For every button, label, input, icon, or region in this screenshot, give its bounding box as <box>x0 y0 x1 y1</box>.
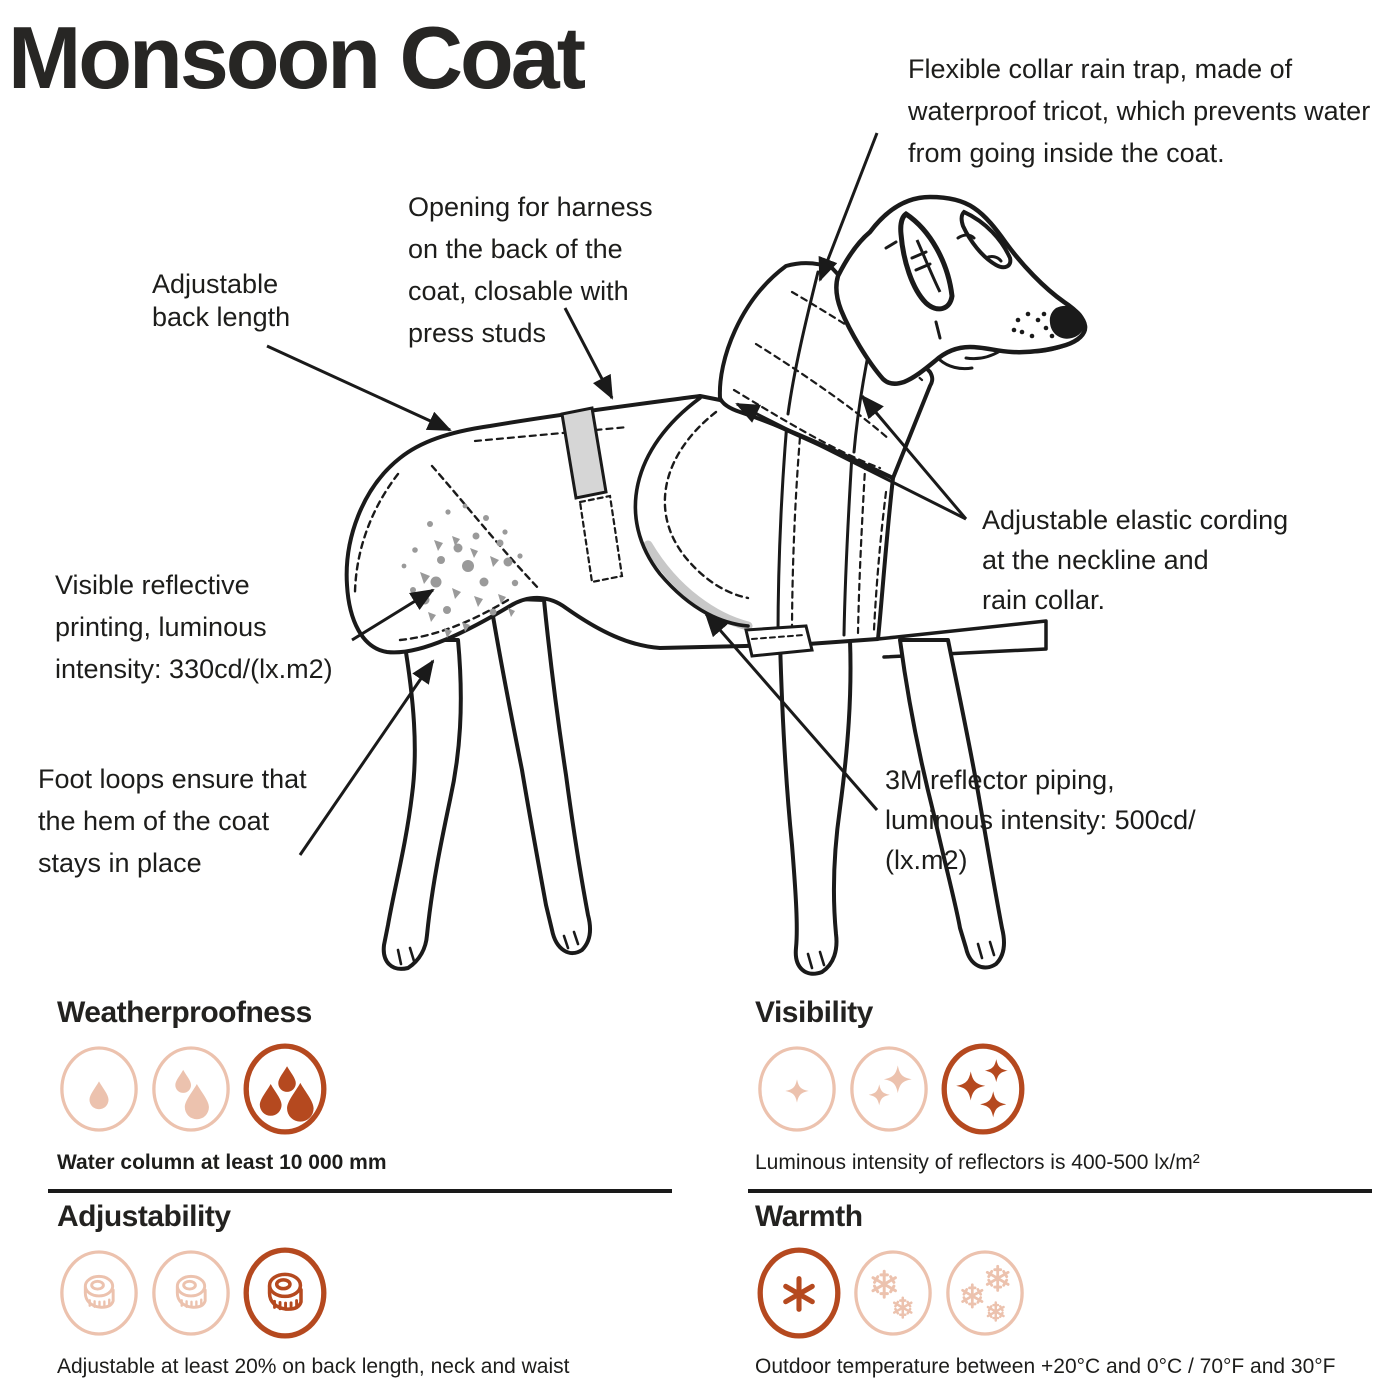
feature-caption: Water column at least 10 000 mm <box>57 1151 387 1174</box>
coat-seams <box>353 388 888 658</box>
arrow-reflective-printing <box>351 588 435 642</box>
foot-loop-strap <box>744 624 814 658</box>
adjustability-rating <box>57 1245 687 1341</box>
annotation-elastic-cording: Adjustable elastic cording at the neckli… <box>982 505 1289 615</box>
feature-warmth: Warmth <box>755 1200 1385 1379</box>
dog-body <box>344 394 1048 976</box>
front-far-leg <box>898 638 1006 970</box>
snowflake-icon-active <box>757 1247 841 1339</box>
front-near-leg <box>778 638 853 976</box>
arrow-foot-loops <box>298 659 435 856</box>
arrow-collar-rain-trap <box>818 132 879 282</box>
reflective-printing-patch <box>401 503 523 638</box>
annotation-adjustable-back: Adjustable back length <box>152 269 291 332</box>
sparkle-icon <box>850 1046 928 1132</box>
annotation-reflective-printing: Visible reflective printing, luminous in… <box>55 570 333 684</box>
divider-right <box>748 1189 1372 1193</box>
arrow-reflector-piping <box>704 612 879 811</box>
feature-weatherproofness: Weatherproofness Water column at least 1… <box>57 996 687 1175</box>
annotation-opening-harness: Opening for harness on the back of the c… <box>408 192 653 348</box>
hind-near-leg <box>381 638 463 971</box>
feature-adjustability: Adjustability <box>57 1200 687 1379</box>
water-drop-icon <box>60 1046 138 1132</box>
feature-caption: Luminous intensity of reflectors is 400-… <box>755 1151 1200 1174</box>
annotation-arrows <box>266 132 968 856</box>
whisker-dots <box>1011 311 1055 339</box>
arrow-elastic-cording-1 <box>735 402 967 521</box>
tape-measure-icon-active <box>243 1247 327 1339</box>
weatherproofness-rating <box>57 1041 687 1137</box>
feature-caption: Adjustable at least 20% on back length, … <box>57 1355 570 1378</box>
sparkle-icon <box>758 1046 836 1132</box>
water-drop-icon <box>152 1046 230 1132</box>
dog-head <box>834 194 1088 386</box>
tape-measure-icon <box>60 1250 138 1336</box>
annotation-flexible-collar: Flexible collar rain trap, made of water… <box>908 54 1371 168</box>
feature-title: Adjustability <box>57 1200 231 1233</box>
feature-title: Warmth <box>755 1200 863 1233</box>
paw-details <box>396 930 996 970</box>
annotation-foot-loops: Foot loops ensure that the hem of the co… <box>38 764 307 878</box>
arrow-harness-opening <box>563 307 614 400</box>
arrow-adjustable-back <box>266 344 452 432</box>
rear-panel-seam <box>430 464 542 592</box>
hind-far-leg <box>488 596 592 956</box>
sparkle-icon-active <box>941 1043 1025 1135</box>
divider-left <box>48 1189 672 1193</box>
warmth-rating <box>755 1245 1385 1341</box>
feature-title: Weatherproofness <box>57 996 312 1029</box>
tape-measure-icon <box>152 1250 230 1336</box>
page-title: Monsoon Coat <box>8 8 586 107</box>
reflector-piping-gray <box>643 540 753 631</box>
snowflake-icon <box>854 1250 932 1336</box>
snowflake-icon <box>946 1250 1024 1336</box>
water-drop-icon-active <box>243 1043 327 1135</box>
arrow-elastic-cording-2 <box>860 394 968 520</box>
annotation-reflector-piping: 3M reflector piping, luminous intensity:… <box>885 765 1196 875</box>
nose-icon <box>1049 305 1085 339</box>
feature-visibility: Visibility Luminous intensity of reflect… <box>755 996 1385 1175</box>
visibility-rating <box>755 1041 1385 1137</box>
harness-opening-strap <box>560 406 608 500</box>
feature-caption: Outdoor temperature between +20°C and 0°… <box>755 1355 1336 1378</box>
feature-title: Visibility <box>755 996 873 1029</box>
